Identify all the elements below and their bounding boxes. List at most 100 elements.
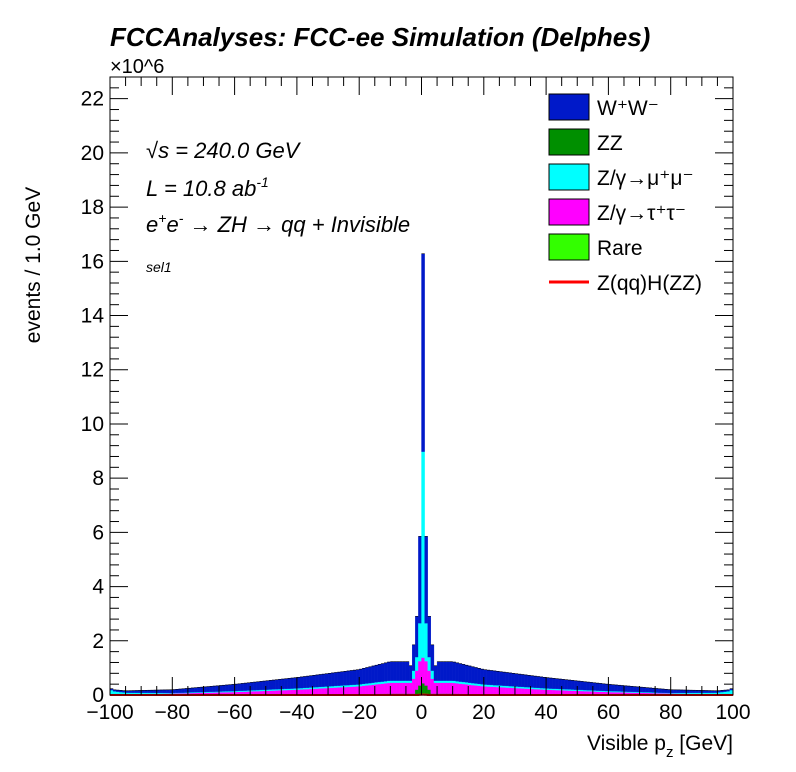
bar-WW-bin xyxy=(517,673,522,687)
bar-Z-bin xyxy=(253,690,257,692)
bar-Z-bin xyxy=(536,689,541,695)
y-tick-label: 10 xyxy=(81,413,104,436)
bar-WW-bin xyxy=(658,688,662,693)
bar-WW-bin xyxy=(424,536,428,624)
legend-swatch xyxy=(548,93,590,121)
bar-Z-bin xyxy=(302,687,307,690)
legend-label: Z/γ→μ⁺μ⁻ xyxy=(597,167,694,190)
bar-Z-bin xyxy=(461,683,466,695)
bar-WW-bin xyxy=(228,684,232,692)
x-axis: −100 −80 −60 −40 −20 0 20 40 60 80 100 xyxy=(86,77,751,724)
bar-WW-bin xyxy=(315,674,319,688)
bar-WW-bin xyxy=(306,675,310,688)
bar-WW-bin xyxy=(452,661,456,681)
x-tick-label: −80 xyxy=(154,701,190,724)
bar-WW-bin xyxy=(377,664,382,683)
bar-Z-bin xyxy=(427,670,432,690)
bar-WW-bin xyxy=(436,661,441,681)
bar-Z-bin xyxy=(695,692,699,695)
bar-WW-bin xyxy=(147,690,151,693)
bar-WW-bin xyxy=(642,687,646,693)
bar-WW-bin xyxy=(449,661,453,681)
bar-Z-bin xyxy=(331,687,335,695)
bar-Z-bin xyxy=(318,688,322,695)
legend-swatch xyxy=(548,198,590,226)
bar-Z-bin xyxy=(723,691,727,695)
bar-Z-bin xyxy=(449,680,453,683)
bar-WW-bin xyxy=(411,644,416,671)
x-tick-label: −100 xyxy=(86,701,133,724)
bar-WW-bin xyxy=(617,685,622,692)
bar-WW-bin xyxy=(365,667,369,684)
legend-label: Z(qq)H(ZZ) xyxy=(597,272,702,295)
bar-WW-bin xyxy=(477,668,481,685)
bar-Z-bin xyxy=(352,684,357,687)
bar-WW-bin xyxy=(181,688,185,693)
bar-WW-bin xyxy=(175,689,179,693)
bar-WW-bin xyxy=(595,682,600,691)
y-tick-label: 6 xyxy=(92,521,104,544)
y-tick-label: 4 xyxy=(92,576,104,599)
bar-WW-bin xyxy=(583,681,587,691)
y-tick-label: 14 xyxy=(81,305,105,328)
y-axis-label: events / 1.0 GeV xyxy=(22,187,45,343)
y-axis: 0 2 4 6 8 10 12 14 16 18 20 22 xyxy=(81,76,733,707)
bar-Z-bin xyxy=(306,687,310,690)
bar-Z-bin xyxy=(570,689,575,691)
bar-WW-bin xyxy=(415,616,419,658)
y-tick-label: 0 xyxy=(92,684,104,707)
bar-WW-bin xyxy=(290,677,294,689)
bar-WW-bin xyxy=(287,678,291,689)
bar-WW-bin xyxy=(430,644,435,671)
x-tick-label: 60 xyxy=(597,701,620,724)
process-label: e+e- → ZH → qq + Invisible xyxy=(146,210,410,237)
legend-label: ZZ xyxy=(597,132,623,155)
y-tick-label: 16 xyxy=(81,250,104,273)
bar-Z-bin xyxy=(399,680,403,683)
x-tick-label: −40 xyxy=(279,701,315,724)
bar-Z-bin xyxy=(524,686,528,689)
bar-Z-bin xyxy=(505,687,509,695)
bar-WW-bin xyxy=(371,665,375,683)
bar-WW-bin xyxy=(602,683,606,692)
bar-WW-bin xyxy=(393,661,397,681)
bar-WW-bin xyxy=(427,616,432,658)
bar-WW-bin xyxy=(496,671,500,686)
bar-Z-bin xyxy=(368,682,372,686)
bar-WW-bin xyxy=(162,689,167,694)
bar-WW-bin xyxy=(206,686,210,693)
bar-WW-bin xyxy=(268,680,273,690)
bar-WW-bin xyxy=(390,661,394,681)
bar-WW-bin xyxy=(539,676,544,689)
bar-WW-bin xyxy=(661,688,665,693)
bar-Z-bin xyxy=(334,685,338,688)
bar-Z-bin xyxy=(119,691,123,695)
bar-Z-bin xyxy=(720,691,724,695)
bar-Z-bin xyxy=(116,691,120,695)
y-tick-label: 12 xyxy=(81,359,104,382)
bar-WW-bin xyxy=(673,689,678,694)
bar-Z-bin xyxy=(415,656,419,671)
bar-WW-bin xyxy=(524,674,528,688)
bar-Z-bin xyxy=(586,690,590,692)
bar-Z-bin xyxy=(461,681,466,685)
bar-WW-bin xyxy=(692,690,696,693)
bar-Z-bin xyxy=(402,680,407,683)
bar-WW-bin xyxy=(611,684,615,692)
bar-Z-bin xyxy=(315,686,319,689)
bar-Z-bin xyxy=(287,689,291,695)
annotations: √s = 240.0 GeV L = 10.8 ab-1 e+e- → ZH →… xyxy=(146,138,410,275)
bar-Z-bin xyxy=(521,688,525,695)
bar-Z-bin xyxy=(380,681,385,684)
bar-WW-bin xyxy=(131,690,136,693)
bar-WW-bin xyxy=(648,687,653,693)
bar-Z-bin xyxy=(440,682,444,694)
bar-WW-bin xyxy=(440,661,444,681)
bar-WW-bin xyxy=(614,684,618,692)
bar-Z-bin xyxy=(486,686,491,695)
bar-WW-bin xyxy=(570,680,575,690)
bar-WW-bin xyxy=(489,670,494,686)
bar-WW-bin xyxy=(468,665,472,683)
bar-WW-bin xyxy=(418,536,422,624)
bar-Z-bin xyxy=(352,686,357,695)
